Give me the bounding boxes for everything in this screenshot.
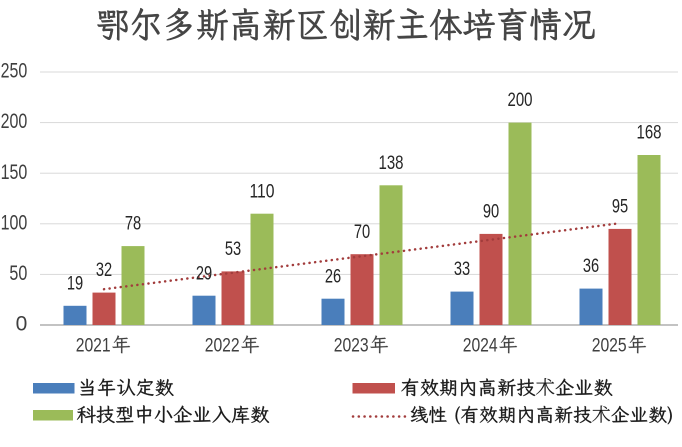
svg-text:138: 138: [379, 152, 404, 174]
svg-text:19: 19: [67, 272, 83, 294]
svg-text:36: 36: [583, 255, 599, 277]
svg-text:200: 200: [508, 89, 533, 111]
svg-text:26: 26: [325, 265, 341, 287]
svg-text:78: 78: [125, 213, 141, 235]
svg-text:53: 53: [225, 238, 241, 260]
svg-text:168: 168: [637, 122, 662, 144]
svg-text:100: 100: [1, 212, 28, 235]
svg-text:250: 250: [1, 60, 28, 83]
svg-text:2025: 2025: [592, 335, 627, 357]
svg-text:2023: 2023: [334, 335, 369, 357]
svg-text:110: 110: [250, 180, 275, 202]
svg-text:70: 70: [354, 221, 370, 243]
svg-text:33: 33: [454, 258, 470, 280]
svg-text:2022: 2022: [205, 335, 240, 357]
svg-text:150: 150: [1, 161, 28, 184]
svg-text:90: 90: [483, 201, 499, 223]
svg-text:200: 200: [1, 110, 28, 133]
svg-text:0: 0: [16, 313, 28, 336]
svg-text:32: 32: [96, 259, 112, 281]
svg-text:2024: 2024: [463, 335, 498, 357]
svg-text:95: 95: [612, 196, 628, 218]
svg-text:50: 50: [9, 262, 27, 285]
svg-text:2021: 2021: [76, 335, 111, 357]
svg-text:29: 29: [196, 262, 212, 284]
